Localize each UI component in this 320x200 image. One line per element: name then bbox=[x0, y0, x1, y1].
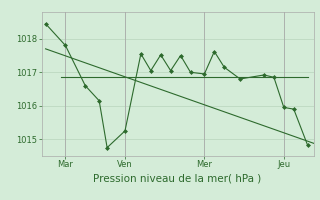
X-axis label: Pression niveau de la mer( hPa ): Pression niveau de la mer( hPa ) bbox=[93, 173, 262, 183]
